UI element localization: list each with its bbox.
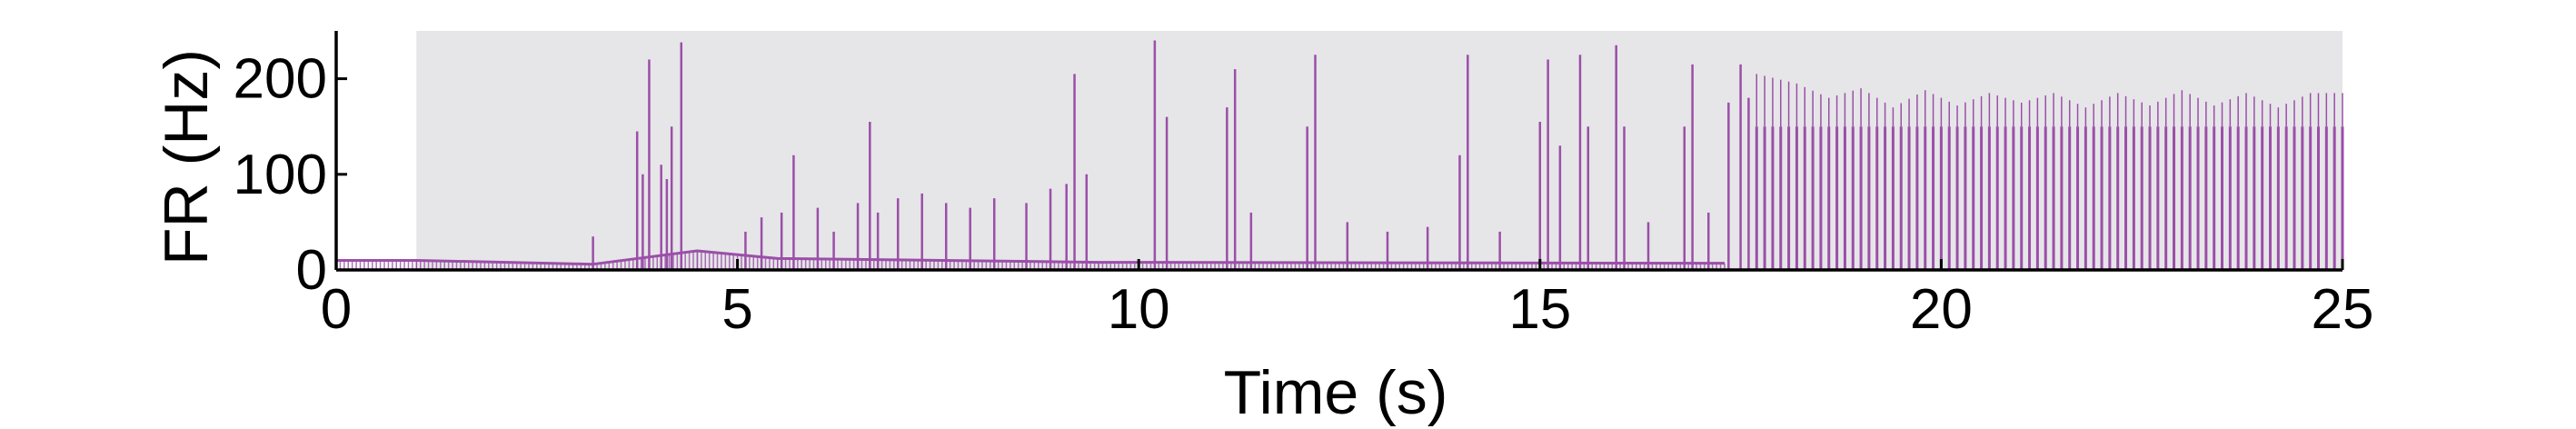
- x-tick-label: 5: [721, 278, 752, 341]
- firing-rate-trace: [335, 40, 2344, 270]
- x-tick-label: 15: [1508, 278, 1571, 341]
- x-tick-label: 10: [1108, 278, 1170, 341]
- x-tick-label: 20: [1910, 278, 1973, 341]
- x-tick-label: 25: [2312, 278, 2374, 341]
- axes: 0 5 10 15 20 25 0 100 200: [234, 31, 2374, 341]
- y-tick-label: 0: [296, 239, 327, 302]
- x-ticks: 0 5 10 15 20 25: [321, 259, 2374, 341]
- y-tick-label: 200: [234, 48, 327, 111]
- y-tick-label: 100: [234, 144, 327, 206]
- y-ticks: 0 100 200: [234, 48, 347, 302]
- plot-area: [335, 31, 2344, 270]
- x-axis-label: Time (s): [1224, 358, 1448, 427]
- x-tick-label: 0: [321, 278, 352, 341]
- y-axis-label: FR (Hz): [152, 49, 221, 265]
